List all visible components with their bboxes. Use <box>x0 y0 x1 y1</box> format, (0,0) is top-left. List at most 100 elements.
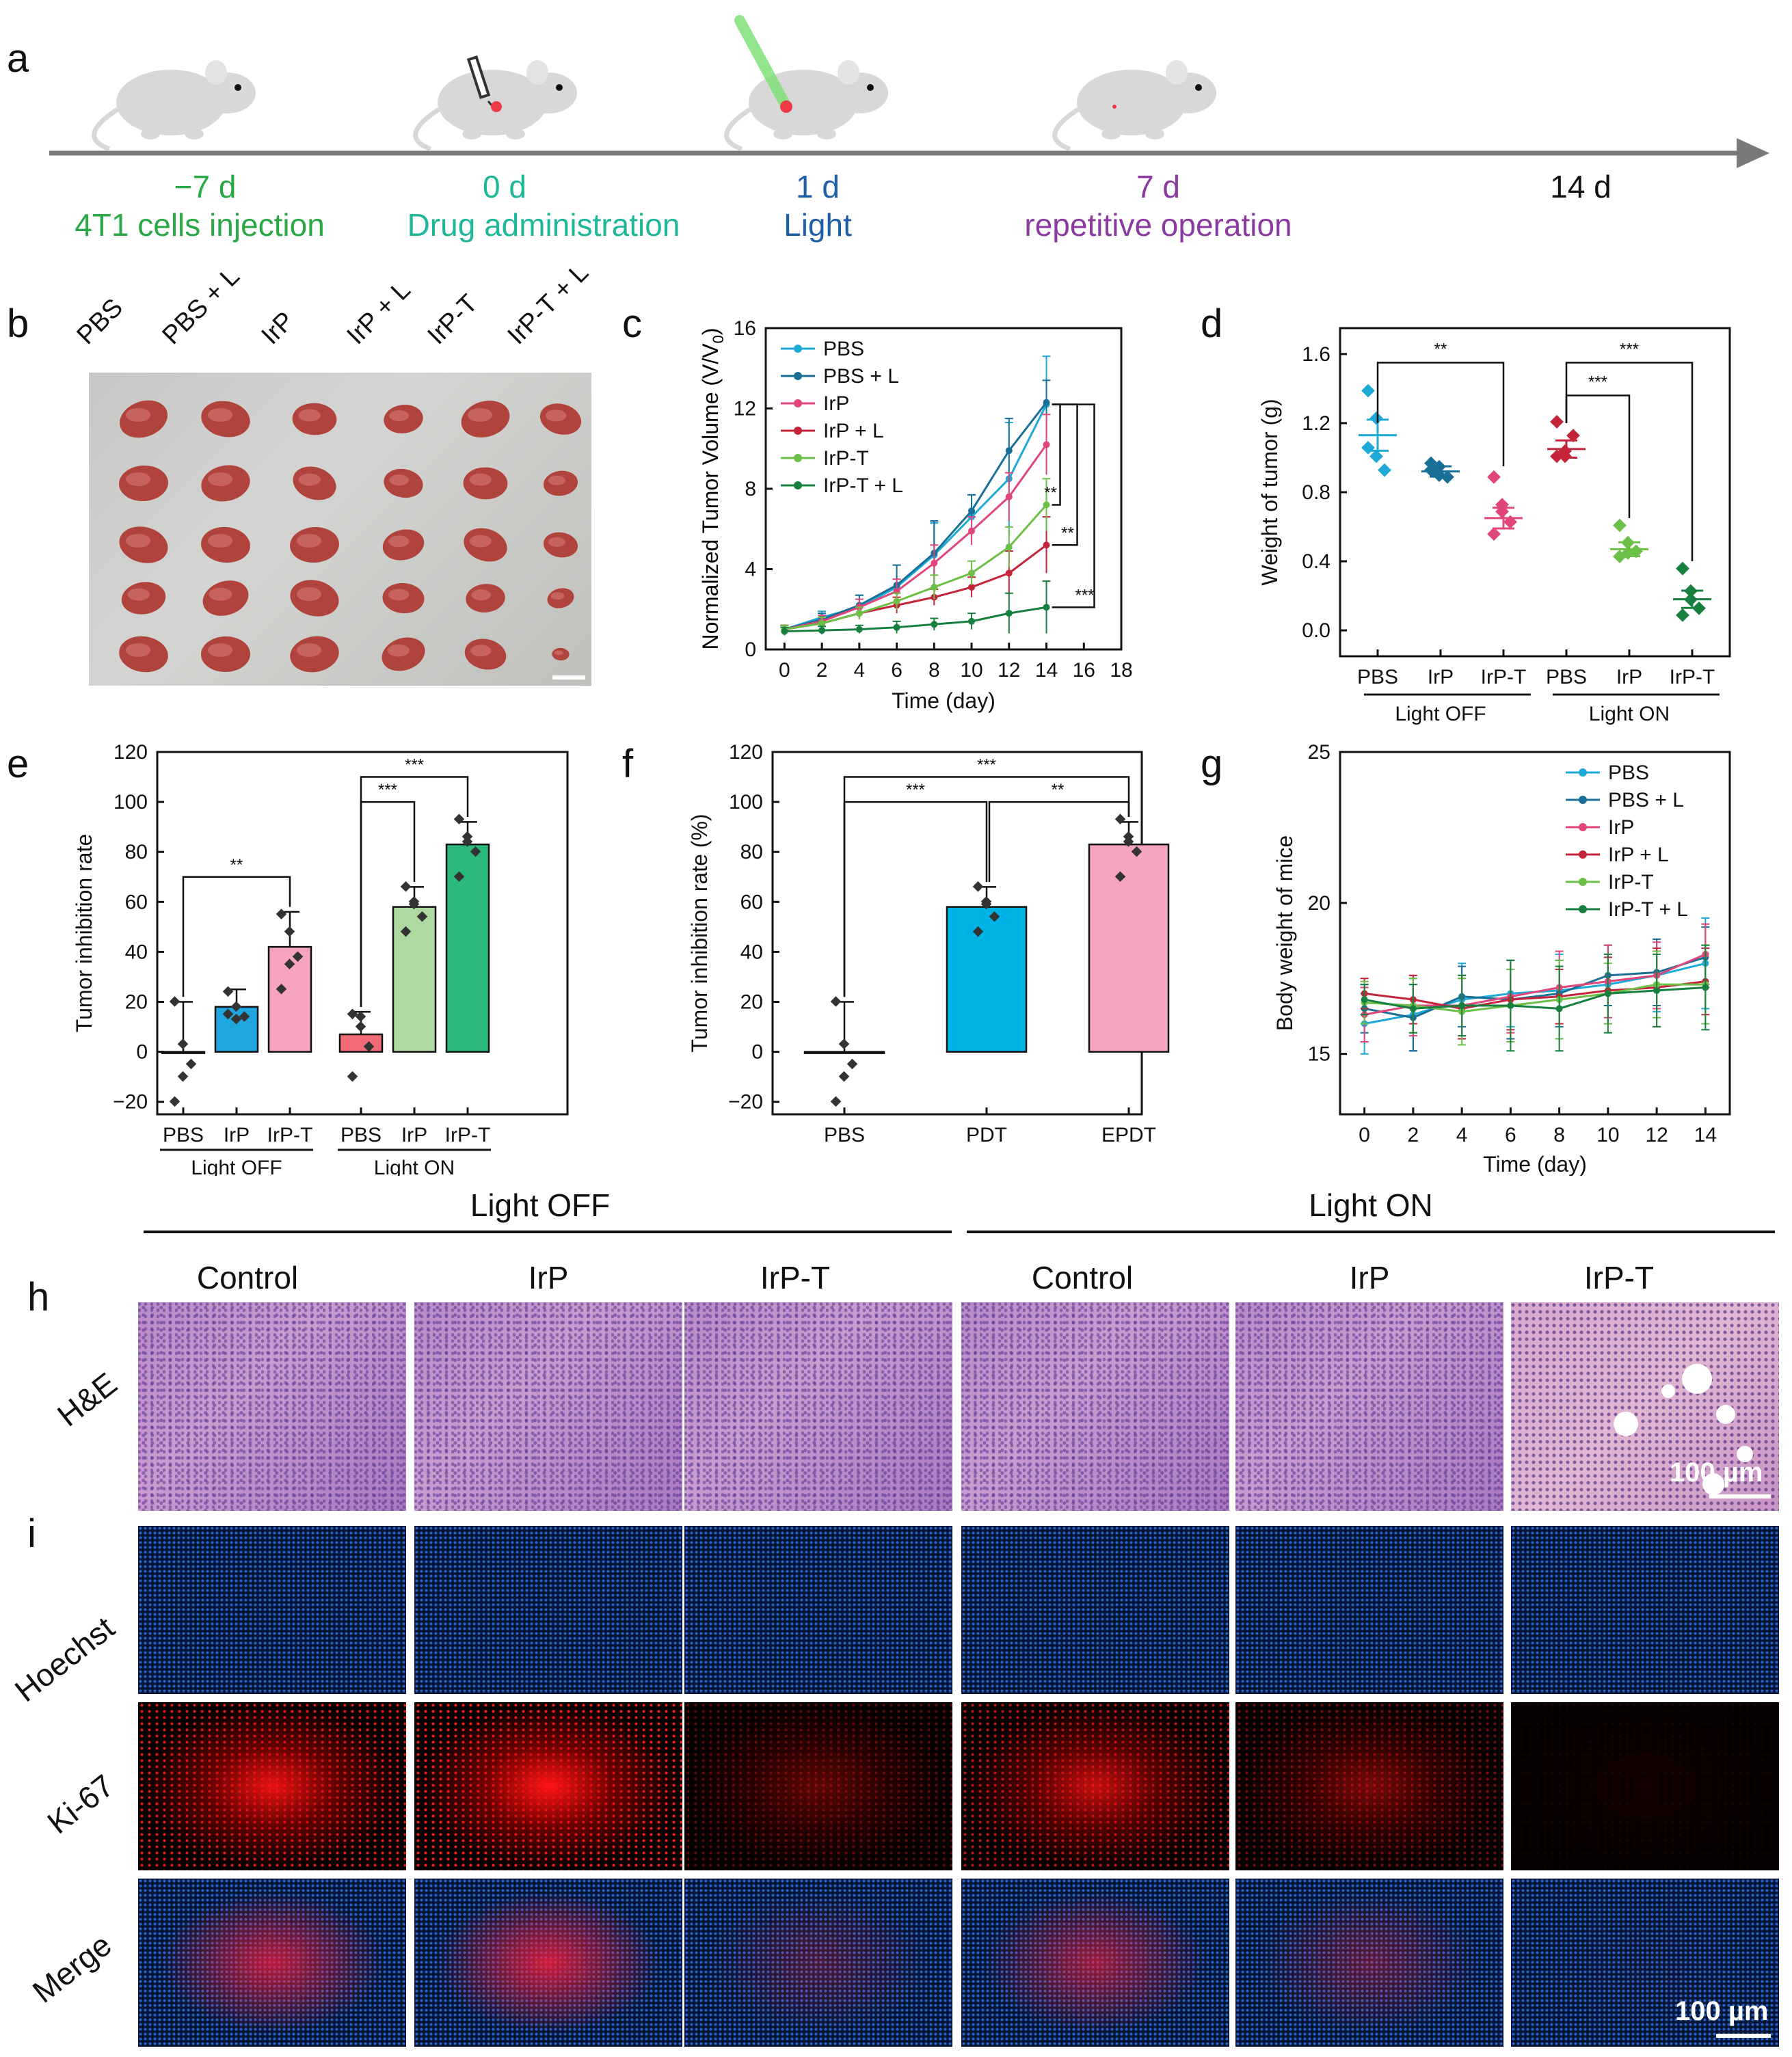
y-tick-label: 100 <box>729 791 763 814</box>
panel-label-d: d <box>1201 301 1223 346</box>
mouse-eye <box>867 84 874 91</box>
panel-label-i: i <box>27 1511 36 1556</box>
data-point <box>968 617 976 625</box>
x-tick-label: 8 <box>1553 1124 1565 1146</box>
x-tick-label: PBS <box>824 1124 865 1146</box>
data-point <box>355 1011 366 1022</box>
tumor-highlight <box>389 474 409 486</box>
row-label-ki67: Ki-67 <box>40 1767 121 1841</box>
group-bar-light-on <box>967 1231 1775 1233</box>
x-tick-label: 12 <box>1645 1124 1668 1146</box>
mouse-foot <box>773 129 792 139</box>
y-tick-label: 60 <box>740 891 763 913</box>
data-point <box>1378 463 1391 477</box>
histology-image-ki <box>684 1702 952 1870</box>
mouse-icon <box>92 60 256 152</box>
x-tick-label: 10 <box>960 659 982 682</box>
x-axis-title: Time (day) <box>892 688 995 713</box>
series-line <box>784 403 1047 631</box>
photo-column-label: IrP + L <box>341 275 416 351</box>
timeline-day-3: 1 d <box>796 169 840 204</box>
tissue-vacuole <box>1716 1405 1735 1424</box>
data-point <box>284 926 295 937</box>
legend-label: IrP-T <box>823 447 869 470</box>
x-tick-label: 0 <box>1359 1124 1370 1146</box>
row-label-he: H&E <box>51 1365 124 1434</box>
tumor-highlight <box>208 472 232 486</box>
data-point <box>185 1058 197 1070</box>
histology-image-merge <box>1511 1879 1779 2047</box>
legend-label: PBS <box>823 338 864 360</box>
bar <box>1088 843 1170 1053</box>
legend-marker <box>794 481 802 489</box>
panel-label-b: b <box>7 301 29 346</box>
mouse-foot <box>185 129 204 139</box>
y-tick-label: 15 <box>1308 1043 1330 1066</box>
data-point <box>980 896 992 907</box>
histology-image-ki <box>1235 1702 1503 1870</box>
tissue-vacuole <box>1614 1412 1638 1436</box>
legend-label: PBS + L <box>823 365 899 388</box>
legend-label: IrP + L <box>823 420 884 442</box>
timeline-day-2: 0 d <box>483 169 526 204</box>
data-point <box>222 1008 234 1020</box>
if-scale-label: 100 µm <box>1675 1996 1769 2026</box>
data-point <box>1558 444 1572 458</box>
y-tick-label: 16 <box>734 317 756 340</box>
significance-label: ** <box>1061 524 1074 542</box>
data-point <box>1369 449 1383 463</box>
x-tick-label: 4 <box>1456 1124 1468 1146</box>
x-tick-label: IrP-T <box>1670 666 1715 688</box>
he-scale-bar <box>1709 1494 1771 1498</box>
tumor-highlight <box>297 643 321 657</box>
x-tick-label: 10 <box>1596 1124 1619 1146</box>
series-line <box>1364 983 1706 1013</box>
legend-marker <box>794 372 802 380</box>
mouse-foot <box>1145 129 1164 139</box>
y-tick-label: 0 <box>136 1041 148 1064</box>
x-tick-label: 2 <box>1408 1124 1419 1146</box>
panel-label-c: c <box>622 301 642 346</box>
tumor-samples <box>119 400 582 673</box>
mouse-foot <box>462 129 481 139</box>
group-bar-light-off <box>144 1231 952 1233</box>
y-tick-label: 40 <box>740 941 763 963</box>
histology-image-he <box>1511 1302 1779 1511</box>
mouse-icon <box>724 60 888 152</box>
tumor-highlight <box>389 410 409 422</box>
x-tick-label: 0 <box>779 659 790 682</box>
data-point <box>1005 569 1013 577</box>
histology-image-merge <box>961 1879 1229 2047</box>
legend-marker <box>1579 823 1587 831</box>
legend-label: IrP + L <box>1608 844 1669 866</box>
significance-bracket <box>360 776 469 1007</box>
data-point <box>1043 604 1050 611</box>
group-header-light-on: Light ON <box>1309 1187 1433 1223</box>
tumor-highlight <box>208 643 232 657</box>
mouse-icon <box>1052 60 1216 152</box>
data-point <box>1043 501 1050 509</box>
histology-image-hoechst <box>684 1526 952 1694</box>
data-point <box>968 507 976 515</box>
data-point <box>972 881 984 892</box>
row-label-hoechst: Hoechst <box>8 1609 121 1709</box>
mouse-foot <box>817 129 836 139</box>
mouse-ear <box>526 60 548 85</box>
data-point <box>1043 541 1050 549</box>
data-point <box>453 814 465 824</box>
data-point <box>1361 996 1368 1004</box>
histology-image-he <box>1235 1302 1503 1511</box>
x-tick-label: 8 <box>928 659 940 682</box>
data-point <box>177 1071 189 1082</box>
series-line <box>1364 980 1706 1010</box>
data-point <box>846 1058 858 1070</box>
data-point <box>1507 1002 1514 1009</box>
bar <box>214 1006 259 1053</box>
legend-label: PBS <box>1608 762 1649 784</box>
y-tick-label: 20 <box>740 991 763 1014</box>
row-label-merge: Merge <box>25 1926 118 2010</box>
timeline-arrowhead <box>1737 138 1769 168</box>
histology-image-hoechst <box>961 1526 1229 1694</box>
significance-label: *** <box>405 756 424 775</box>
group-label: Light ON <box>374 1157 455 1176</box>
